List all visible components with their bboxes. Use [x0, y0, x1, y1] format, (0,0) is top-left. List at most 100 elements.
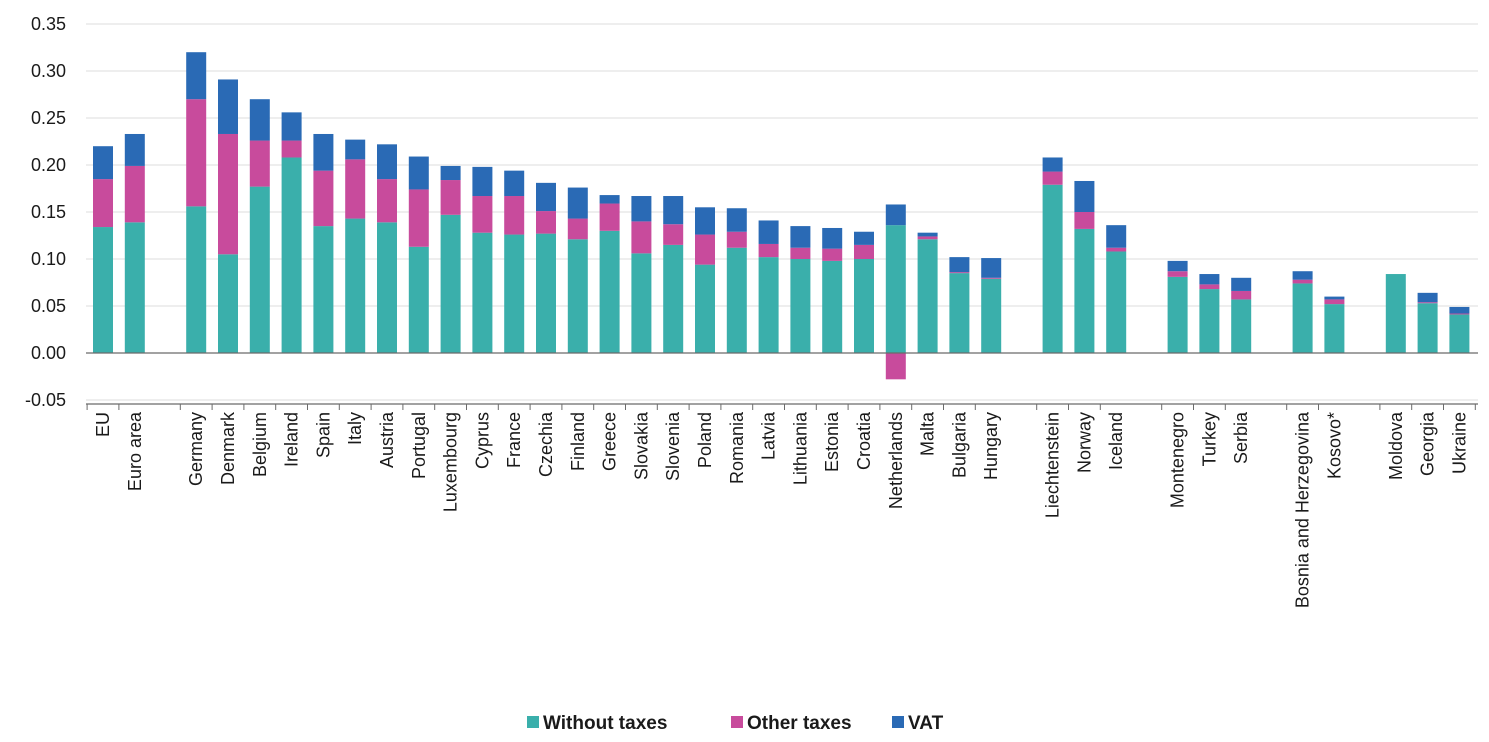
x-category-label: Hungary — [981, 412, 1001, 480]
bar-segment — [1292, 271, 1313, 280]
y-tick-label: 0.05 — [31, 296, 66, 316]
bar-segment — [1167, 276, 1188, 353]
x-category-label: Serbia — [1231, 411, 1251, 464]
bar-segment — [186, 206, 207, 353]
bar-segment — [249, 140, 270, 187]
bar-segment — [345, 139, 366, 160]
bar-segment — [124, 222, 145, 353]
x-category-label: Cyprus — [472, 412, 492, 469]
bar-segment — [1231, 290, 1252, 300]
x-category-label: Denmark — [218, 411, 238, 485]
bar-segment — [345, 159, 366, 219]
bar-segment — [440, 180, 461, 215]
bar-segment — [949, 272, 970, 274]
y-axis: 0.35 0.30 0.25 0.20 0.15 0.10 0.05 0.00 -0.05 — [25, 14, 66, 410]
bar-segment — [124, 165, 145, 223]
x-category-label: Liechtenstein — [1043, 412, 1063, 518]
bar-segment — [981, 277, 1002, 279]
bar-segment — [949, 257, 970, 273]
x-category-label: Bosnia and Herzegovina — [1293, 411, 1313, 608]
bar-segment — [93, 227, 113, 353]
bar-segment — [854, 244, 874, 259]
bar-segment — [186, 52, 207, 100]
bar-segment — [695, 207, 715, 235]
bar-segment — [885, 225, 906, 353]
bar-segment — [758, 257, 779, 353]
bar-segment — [1074, 228, 1095, 353]
bar-segment — [1324, 304, 1345, 353]
bar-segment — [472, 196, 493, 233]
bar-segment — [377, 144, 397, 180]
bar-segment — [726, 231, 747, 248]
bar-segment — [726, 247, 747, 353]
y-tick-label: -0.05 — [25, 390, 66, 410]
bar-segment — [1106, 225, 1127, 248]
bar-segment — [1231, 299, 1252, 353]
bar-segment — [249, 186, 270, 353]
bar-segment — [1449, 314, 1470, 353]
x-category-label: Austria — [377, 411, 397, 468]
y-tick-label: 0.30 — [31, 61, 66, 81]
y-tick-label: 0.35 — [31, 14, 66, 34]
bar-segment — [822, 248, 843, 261]
bar-segment — [758, 220, 779, 244]
bar-segment — [917, 232, 938, 237]
bar-segment — [124, 133, 145, 166]
bar-segment — [218, 133, 238, 255]
x-category-label: Slovakia — [631, 411, 651, 480]
bar-segment — [408, 156, 429, 190]
x-category-label: Slovenia — [663, 411, 683, 481]
bar-segment — [885, 204, 906, 226]
y-tick-label: 0.00 — [31, 343, 66, 363]
x-category-label: Poland — [695, 412, 715, 468]
x-category-label: Ireland — [282, 412, 302, 467]
bar-segment — [1417, 303, 1438, 353]
x-category-label: Bulgaria — [949, 411, 969, 478]
bar-segment — [345, 218, 366, 353]
bar-segment — [1324, 296, 1345, 300]
bar-segment — [218, 79, 238, 134]
x-category-label: Norway — [1074, 412, 1094, 473]
bar-segment — [1199, 289, 1220, 353]
bar-segment — [567, 239, 588, 353]
y-tick-label: 0.15 — [31, 202, 66, 222]
bar-segment — [1417, 292, 1438, 303]
x-category-label: Italy — [345, 412, 365, 445]
x-category-label: Turkey — [1199, 412, 1219, 466]
bar-segment — [1385, 274, 1406, 353]
bar-segment — [567, 187, 588, 219]
bar-segment — [567, 218, 588, 240]
legend-label: Without taxes — [543, 713, 667, 734]
x-axis — [86, 352, 1478, 410]
bar-segment — [93, 146, 113, 180]
bar-segment — [1231, 277, 1252, 291]
bar-segment — [917, 239, 938, 353]
bar-segment — [281, 140, 302, 158]
x-category-label: Georgia — [1418, 411, 1438, 476]
x-category-label: Malta — [918, 411, 938, 456]
bar-segment — [631, 253, 652, 353]
x-category-label: Luxembourg — [441, 412, 461, 512]
bar-segment — [1449, 306, 1470, 314]
bar-segment — [599, 195, 620, 204]
bar-segment — [1167, 260, 1188, 272]
x-category-label: Iceland — [1106, 412, 1126, 470]
bar-segment — [472, 232, 493, 353]
bar-segment — [218, 254, 238, 353]
bar-segment — [1042, 184, 1063, 353]
x-category-label: Euro area — [125, 411, 145, 491]
x-category-label: Montenegro — [1168, 412, 1188, 508]
bar-segment — [1417, 302, 1438, 304]
bar-segment — [408, 246, 429, 353]
x-category-label: Finland — [568, 412, 588, 471]
bar-segment — [313, 170, 334, 227]
bar-segment — [1074, 180, 1095, 212]
x-category-label: Kosovo* — [1324, 412, 1344, 479]
x-category-label: Greece — [600, 412, 620, 471]
bar-segment — [440, 214, 461, 353]
bars — [93, 52, 1470, 380]
bar-segment — [1449, 313, 1470, 315]
bar-segment — [663, 224, 684, 245]
bar-segment — [1324, 299, 1345, 305]
bar-segment — [377, 179, 397, 223]
